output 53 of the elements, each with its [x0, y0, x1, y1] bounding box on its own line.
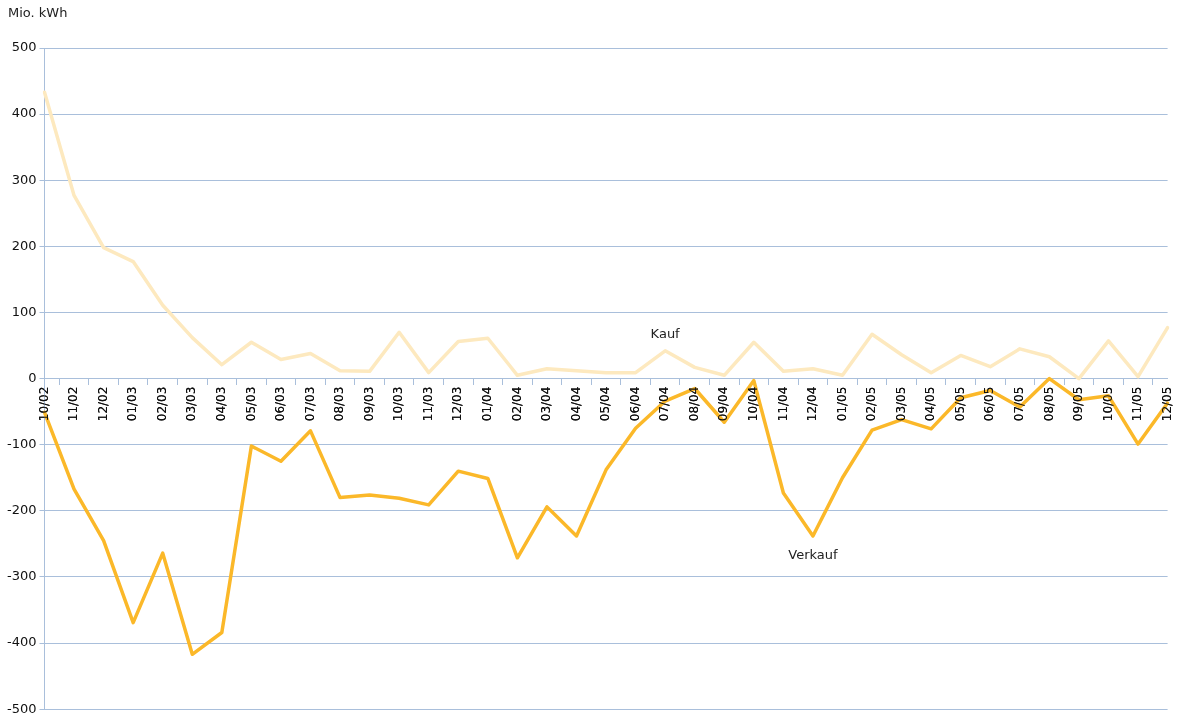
y-tick-label: 500 — [11, 39, 37, 55]
x-tick-label: 01/04 — [479, 386, 494, 422]
x-tick-label: 05/03 — [243, 386, 258, 422]
x-tick-label: 12/05 — [1159, 386, 1174, 422]
x-tick-label: 01/05 — [834, 386, 849, 422]
y-tick-label: -300 — [6, 568, 37, 584]
x-tick-label: 03/03 — [184, 386, 199, 422]
x-tick-label: 06/05 — [982, 386, 997, 422]
x-tick-label: 11/05 — [1130, 386, 1145, 422]
y-tick-label: -100 — [6, 436, 37, 452]
x-tick-label: 11/03 — [420, 386, 435, 422]
x-tick-label: 02/04 — [509, 386, 524, 422]
x-tick-label: 08/04 — [686, 386, 701, 422]
x-tick-label: 10/03 — [391, 386, 406, 422]
x-tick-label: 06/03 — [273, 386, 288, 422]
x-tick-label: 09/03 — [361, 386, 376, 422]
y-tick-label: -400 — [6, 634, 37, 650]
x-tick-label: 09/05 — [1071, 386, 1086, 422]
y-tick-label: 0 — [28, 369, 37, 385]
x-tick-label: 04/03 — [213, 386, 228, 422]
x-tick-label: 03/04 — [539, 386, 554, 422]
x-tick-label: 09/04 — [716, 386, 731, 422]
x-tick-label: 12/04 — [805, 386, 820, 422]
x-tick-label: 02/05 — [864, 386, 879, 422]
series-label: Kauf — [650, 326, 681, 342]
x-tick-label: 12/03 — [450, 386, 465, 422]
x-tick-label: 08/03 — [332, 386, 347, 422]
x-tick-label: 07/04 — [657, 386, 672, 422]
x-tick-label: 07/05 — [1011, 386, 1026, 422]
x-tick-label: 04/04 — [568, 386, 583, 422]
x-tick-label: 10/04 — [745, 386, 760, 422]
x-tick-label: 01/03 — [125, 386, 140, 422]
y-tick-label: 100 — [11, 303, 37, 319]
x-tick-label: 04/05 — [923, 386, 938, 422]
x-tick-label: 11/02 — [66, 386, 81, 422]
x-tick-label: 10/05 — [1100, 386, 1115, 422]
x-tick-label: 12/02 — [95, 386, 110, 422]
y-tick-label: 400 — [11, 105, 37, 121]
x-tick-label: 11/04 — [775, 386, 790, 422]
y-tick-label: -500 — [6, 700, 37, 716]
x-tick-label: 05/05 — [952, 386, 967, 422]
x-tick-label: 05/04 — [598, 386, 613, 422]
x-tick-label: 08/05 — [1041, 386, 1056, 422]
x-tick-label: 02/03 — [154, 386, 169, 422]
x-tick-label: 06/04 — [627, 386, 642, 422]
y-tick-label: -200 — [6, 502, 37, 518]
x-tick-label: 10/02 — [36, 386, 51, 422]
series-label: Verkauf — [788, 547, 839, 563]
y-tick-label: 300 — [11, 171, 37, 187]
x-tick-label: 03/05 — [893, 386, 908, 422]
y-axis-title: Mio. kWh — [8, 5, 68, 21]
x-tick-label: 07/03 — [302, 386, 317, 422]
y-tick-label: 200 — [11, 237, 37, 253]
